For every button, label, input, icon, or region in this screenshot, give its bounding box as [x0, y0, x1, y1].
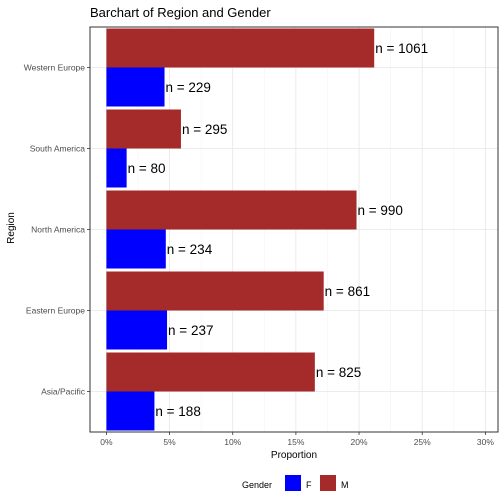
x-tick-label-0: 0%	[100, 437, 113, 447]
bar-F-4	[106, 391, 155, 431]
bar-M-1	[106, 109, 181, 149]
data-label-M-1: n = 295	[182, 122, 227, 137]
data-label-M-2: n = 990	[358, 203, 403, 218]
data-label-F-2: n = 234	[167, 242, 213, 257]
legend-title: Gender	[242, 480, 272, 490]
legend-label-M: M	[341, 480, 349, 490]
y-tick-label-2: North America	[31, 225, 85, 235]
x-tick-label-4: 20%	[351, 437, 368, 447]
bar-F-3	[106, 310, 168, 350]
data-label-F-3: n = 237	[168, 323, 213, 338]
y-tick-label-3: Eastern Europe	[26, 306, 85, 316]
y-tick-label-4: Asia/Pacific	[41, 387, 86, 397]
data-label-F-1: n = 80	[128, 161, 166, 176]
bar-F-0	[106, 67, 165, 107]
x-axis-title: Proportion	[271, 450, 317, 461]
legend: Gender F M	[242, 475, 349, 491]
y-axis-title: Region	[6, 212, 17, 244]
data-label-M-4: n = 825	[316, 365, 361, 380]
data-label-F-4: n = 188	[155, 404, 200, 419]
legend-label-F: F	[306, 480, 312, 490]
y-tick-label-0: Western Europe	[24, 63, 86, 73]
bar-F-2	[106, 229, 166, 269]
bar-M-3	[106, 271, 324, 311]
y-axis: Western Europe South America North America…	[24, 63, 90, 397]
x-tick-label-2: 10%	[224, 437, 241, 447]
y-tick-label-1: South America	[30, 144, 86, 154]
chart-title: Barchart of Region and Gender	[90, 5, 271, 20]
legend-key-F	[285, 475, 301, 491]
legend-key-M	[320, 475, 336, 491]
bar-F-1	[106, 148, 127, 188]
x-tick-label-1: 5%	[163, 437, 176, 447]
bar-M-2	[106, 190, 357, 230]
x-tick-label-5: 25%	[414, 437, 431, 447]
x-axis: 0% 5% 10% 15% 20% 25% 30%	[100, 432, 494, 447]
data-label-M-0: n = 1061	[375, 41, 428, 56]
bar-M-0	[106, 28, 375, 68]
bar-M-4	[106, 352, 315, 392]
plot-panel: n = 1061 n = 229 n = 295 n = 80 n = 990 n = 2…	[89, 26, 499, 433]
x-tick-label-6: 30%	[477, 437, 494, 447]
x-tick-label-3: 15%	[287, 437, 304, 447]
data-label-M-3: n = 861	[325, 284, 370, 299]
data-label-F-0: n = 229	[166, 80, 211, 95]
